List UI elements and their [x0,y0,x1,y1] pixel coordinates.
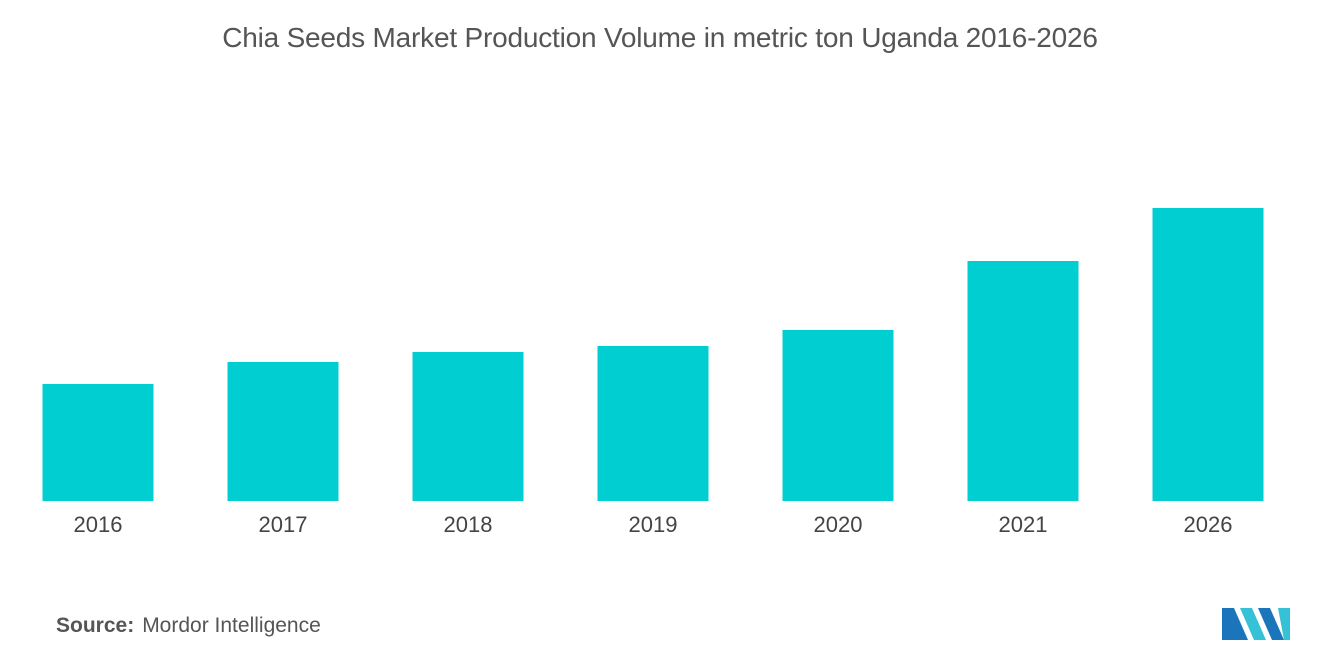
x-tick-label: 2026 [1184,512,1233,537]
bar-2026 [1152,208,1264,501]
bar-2021 [967,261,1079,501]
mordor-intelligence-logo-icon [1222,608,1290,640]
bar-2020 [782,330,894,501]
bar-2016 [42,384,154,501]
source-note: Source: Mordor Intelligence [56,614,321,638]
x-tick-label: 2021 [999,512,1048,537]
x-tick-label: 2016 [74,512,123,537]
x-tick-label: 2019 [629,512,678,537]
x-tick-label: 2020 [814,512,863,537]
source-label: Source: [56,614,135,637]
chart-title: Chia Seeds Market Production Volume in m… [222,22,1098,53]
bar-2019 [597,346,709,501]
bar-2017 [227,362,339,501]
bar-2018 [412,352,524,501]
bars-group [42,208,1264,501]
x-tick-labels-group: 2016 2017 2018 2019 2020 2021 2026 [74,512,1233,537]
x-tick-label: 2017 [259,512,308,537]
x-tick-label: 2018 [444,512,493,537]
source-text: Mordor Intelligence [142,614,321,637]
